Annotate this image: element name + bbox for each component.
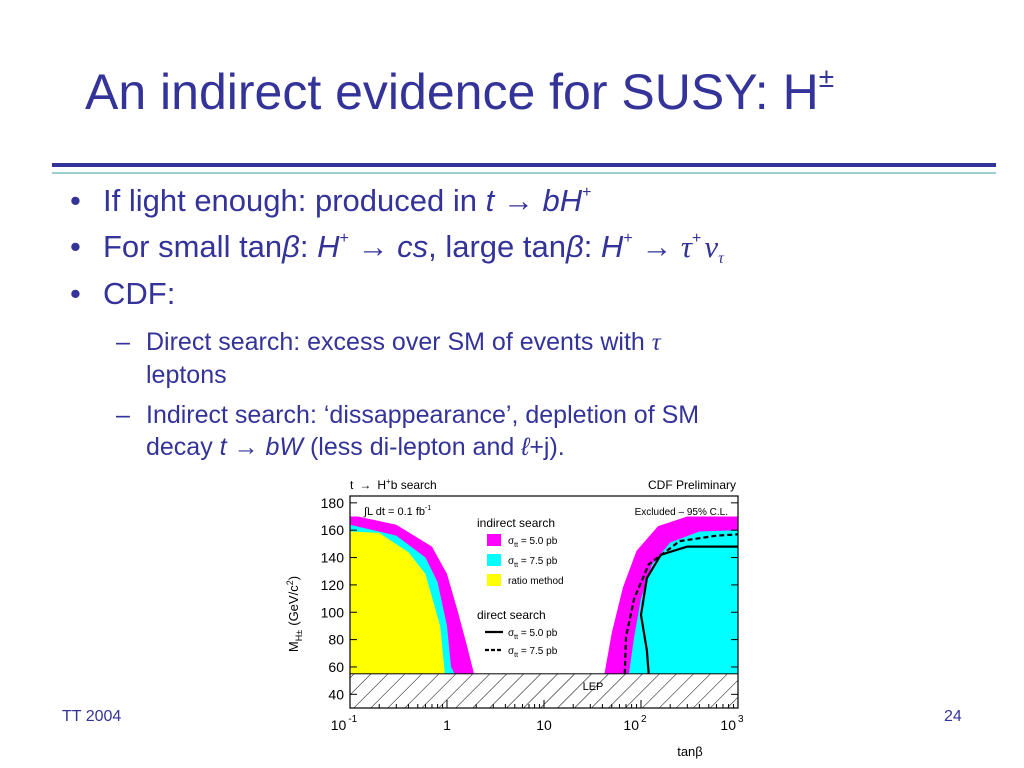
footer-label: TT 2004 <box>62 708 122 725</box>
y-tick-label: 180 <box>321 495 345 511</box>
bullet-2-text: For small tan <box>103 229 283 264</box>
superscript: + <box>582 184 592 201</box>
math-h: H <box>317 229 340 264</box>
y-tick-label: 60 <box>328 659 344 675</box>
bullet-2: • For small tanβ: H+ → cs, large tanβ: H… <box>70 229 724 268</box>
arrow: → <box>494 183 543 218</box>
arrow: → <box>632 229 681 264</box>
legend-swatch <box>487 554 501 566</box>
sub-bullet-2-line-2: decay t → bW (less di-lepton and ℓ+j). <box>146 431 699 463</box>
x-tick-label: 10 2 <box>623 714 647 733</box>
chart-header-left: t → H+b search <box>350 477 437 492</box>
y-tick-label: 100 <box>321 604 345 620</box>
x-axis-label: tanβ <box>677 744 703 759</box>
bullet-marker: • <box>70 183 81 218</box>
lep-label: LEP <box>583 681 604 693</box>
y-tick-label: 80 <box>328 632 344 648</box>
superscript: + <box>339 230 349 247</box>
x-tick-label: 10 3 <box>720 714 744 733</box>
lumi-annotation: ∫L dt = 0.1 fb-1 <box>363 505 431 518</box>
math-nu: ν <box>704 229 719 264</box>
direct-search-curve-solid <box>639 545 738 674</box>
exclusion-area-right-4 <box>628 496 738 674</box>
line-text: Direct search: excess over SM of events … <box>146 328 652 356</box>
direct-search-curve-dashed <box>623 533 738 674</box>
subscript: τ <box>718 250 724 267</box>
math-beta: β <box>282 229 300 264</box>
math-t: t <box>485 183 495 218</box>
sub-bullet-2-line-1: Indirect search: ‘dissappearance’, deple… <box>146 401 700 429</box>
bullet-marker: • <box>70 276 81 311</box>
y-tick-label: 120 <box>321 577 345 593</box>
arrow: → <box>348 229 398 264</box>
legend-entry-label: σtt = 5.0 pb <box>508 536 558 549</box>
page-number: 24 <box>944 708 962 725</box>
legend: σtt = 5.0 pb σtt = 7.5 pb ratio method σtt … <box>485 534 564 659</box>
sub-bullet-2: – Indirect search: ‘dissappearance’, dep… <box>116 399 700 463</box>
legend-entry-label: σtt = 5.0 pb <box>508 628 558 641</box>
y-tick-label: 140 <box>321 550 345 566</box>
sub-bullet-marker: – <box>116 401 130 429</box>
math-bw: bW <box>265 433 304 461</box>
mh-vs-tanbeta-exclusion-plot: t → H+b search CDF Preliminary LEP ∫L dt =… <box>285 477 744 759</box>
sub-bullet-1-line-1: Direct search: excess over SM of events … <box>146 326 661 359</box>
legend-swatch <box>487 534 501 546</box>
bullet-marker: • <box>70 229 81 264</box>
title-text: An indirect evidence for SUSY: H <box>85 64 819 120</box>
line-text: +j). <box>529 433 565 461</box>
excluded-annotation: Excluded – 95% C.L. <box>635 507 728 518</box>
exclusion-areas <box>350 496 738 674</box>
superscript: + <box>623 230 633 247</box>
math-tau: τ <box>680 229 692 264</box>
legend-entry-label: ratio method <box>508 576 564 587</box>
line-text: (less di-lepton and <box>303 433 522 461</box>
lep-excluded-band <box>349 673 739 709</box>
chart-header-right: CDF Preliminary <box>648 478 736 492</box>
legend-direct-title: direct search <box>477 608 546 622</box>
x-tick-label: 1 <box>443 717 451 733</box>
y-axis-label: MH±(GeV/c2) <box>285 576 304 652</box>
legend-swatch <box>487 574 501 586</box>
math-ell: ℓ <box>521 433 530 461</box>
math-h: H <box>600 229 624 264</box>
math-t: t <box>219 433 227 461</box>
arrow: → <box>226 433 266 461</box>
exclusion-area-left-2 <box>350 496 445 674</box>
y-tick-label: 40 <box>328 686 344 702</box>
math-cs: cs <box>397 229 429 264</box>
x-tick-label: 10 <box>536 717 552 733</box>
slide-title: An indirect evidence for SUSY: H± <box>85 62 834 121</box>
math-beta: β <box>565 229 584 264</box>
legend-entry-label: σtt = 7.5 pb <box>508 646 558 659</box>
sub-bullet-1: – Direct search: excess over SM of event… <box>116 326 661 391</box>
title-superscript: ± <box>818 62 835 93</box>
title-rule-accent <box>52 172 996 174</box>
axis-ticks: 40 60 80 100 120 140 160 180 10 -1 1 10 10 2 10 3 <box>321 495 744 733</box>
legend-indirect-title: indirect search <box>477 516 555 530</box>
x-tick-label: 10 -1 <box>331 714 358 733</box>
separator: : <box>583 229 601 264</box>
title-rule <box>52 163 996 167</box>
bullet-2-mid: , large tan <box>428 229 566 264</box>
bullet-3-text: CDF: <box>103 276 176 311</box>
sub-bullet-1-line-2: leptons <box>146 361 227 389</box>
superscript: + <box>692 230 702 247</box>
bullet-3: • CDF: <box>70 276 176 312</box>
math-tau: τ <box>651 329 661 356</box>
bullet-1: • If light enough: produced in t → bH+ <box>70 183 592 219</box>
separator: : <box>299 229 318 264</box>
bullet-1-text: If light enough: produced in <box>103 183 486 218</box>
y-tick-label: 160 <box>321 522 345 538</box>
sub-bullet-marker: – <box>116 328 130 356</box>
math-bh: bH <box>542 183 583 218</box>
legend-entry-label: σtt = 7.5 pb <box>508 556 558 569</box>
line-text: decay <box>146 433 220 461</box>
